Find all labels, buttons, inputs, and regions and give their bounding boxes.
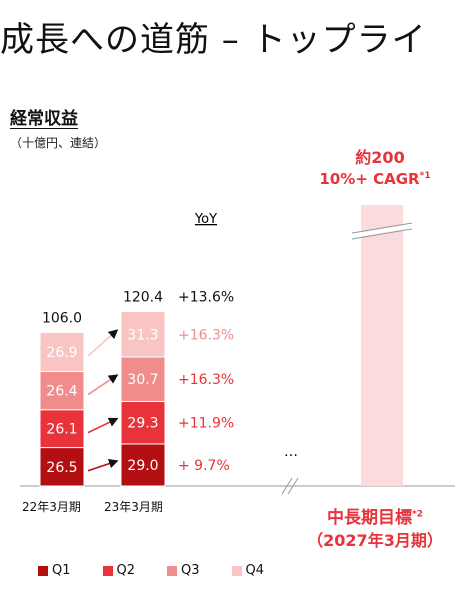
target-label-note: *2 xyxy=(412,509,423,520)
legend-swatch-q4 xyxy=(231,565,242,576)
legend-label-q3: Q3 xyxy=(181,563,200,578)
target-label: 中長期目標*2 xyxy=(300,503,450,528)
data-label-q2-0: 26.1 xyxy=(46,422,77,438)
legend-item-q3: Q3 xyxy=(167,563,200,578)
target-break-line-b xyxy=(351,228,413,240)
legend-item-q4: Q4 xyxy=(231,563,265,578)
yoy-arrow-q4 xyxy=(87,329,119,357)
legend-item-q2: Q2 xyxy=(102,563,136,578)
page-title: 成長への道筋 – トップライ xyxy=(0,20,427,60)
bar-segment-q2-0 xyxy=(39,409,85,449)
yoy-arrow-q2 xyxy=(87,417,119,434)
yoy-label-q3: +16.3% xyxy=(178,372,234,388)
yoy-arrow-q3 xyxy=(87,374,119,396)
legend-swatch-q3 xyxy=(167,565,178,576)
total-label-1: 120.4 xyxy=(123,290,163,306)
target-year: （2027年3月期） xyxy=(307,531,443,550)
axis-break-b xyxy=(287,477,299,495)
bar-segment-q3-1 xyxy=(120,356,166,402)
yoy-total-label: +13.6% xyxy=(178,290,234,306)
data-label-q3-0: 26.4 xyxy=(46,384,77,400)
bar-segment-q4-0 xyxy=(39,331,85,372)
legend-label-q2: Q2 xyxy=(116,563,136,578)
category-label-22: 22年3月期 xyxy=(22,500,81,514)
axis-break-a xyxy=(281,477,293,495)
data-label-q4-1: 31.3 xyxy=(127,327,158,343)
legend-label-q4: Q4 xyxy=(245,563,265,578)
target-break-line-a xyxy=(351,222,413,234)
target-bar xyxy=(361,205,403,486)
target-label-text: 中長期目標 xyxy=(327,508,413,528)
data-label-q4-0: 26.9 xyxy=(46,345,77,361)
bar-segment-q2-1 xyxy=(120,400,166,445)
target-value: 約200 xyxy=(355,148,405,167)
ellipsis: … xyxy=(284,444,298,460)
yoy-arrow-q1 xyxy=(87,458,119,472)
legend-label-q1: Q1 xyxy=(52,563,71,578)
total-label-0: 106.0 xyxy=(42,310,82,326)
legend: Q1 Q2 Q3 Q4 xyxy=(38,563,264,578)
chart-heading: 経常収益 xyxy=(10,109,78,129)
target-cagr-note: *1 xyxy=(419,171,431,181)
bar-segment-q1-1 xyxy=(120,443,166,487)
yoy-label-q4: +16.3% xyxy=(178,327,234,343)
target-cagr-text: 10%+ CAGR xyxy=(319,170,420,188)
legend-swatch-q2 xyxy=(102,565,113,576)
data-label-q1-1: 29.0 xyxy=(127,458,158,474)
target-break-gap xyxy=(351,224,413,238)
yoy-label-q1: + 9.7% xyxy=(178,458,230,474)
yoy-label-q2: +11.9% xyxy=(178,416,234,432)
legend-swatch-q1 xyxy=(38,565,48,576)
data-label-q2-1: 29.3 xyxy=(127,416,158,432)
category-label-23: 23年3月期 xyxy=(104,500,163,514)
target-cagr: 10%+ CAGR*1 xyxy=(300,170,450,188)
bar-segment-q4-1 xyxy=(120,311,166,358)
unit-label: （十億円、連結） xyxy=(10,136,107,150)
legend-item-q1: Q1 xyxy=(38,563,71,578)
data-label-q3-1: 30.7 xyxy=(127,372,158,388)
data-label-q1-0: 26.5 xyxy=(46,460,77,476)
yoy-header: YoY xyxy=(194,212,217,227)
